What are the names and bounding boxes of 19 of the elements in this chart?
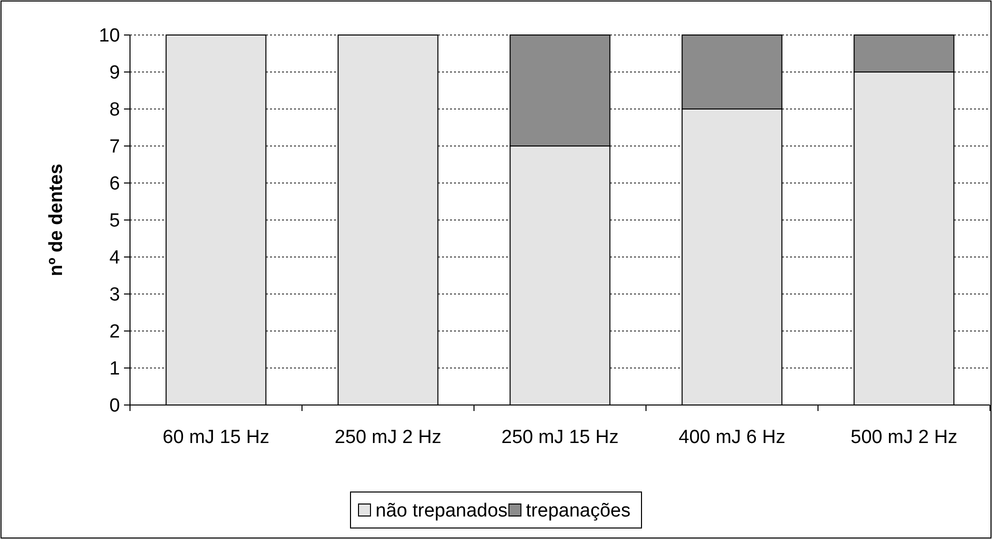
y-tick-label: 0 (109, 396, 120, 417)
x-tick-label: 250 mJ 2 Hz (334, 427, 442, 448)
x-tick-label: 60 mJ 15 Hz (162, 427, 270, 448)
y-tick-label: 7 (109, 136, 120, 158)
x-tick-label: 500 mJ 2 Hz (850, 427, 958, 448)
y-tick-label: 1 (109, 358, 120, 380)
legend-label: trepanações (526, 500, 630, 522)
y-tick-label: 9 (109, 62, 120, 84)
y-tick-label: 6 (109, 174, 120, 195)
y-tick-label: 4 (109, 248, 120, 269)
x-tick-label: 250 mJ 15 Hz (501, 427, 619, 448)
y-axis-title: nº de dentes (46, 164, 67, 276)
y-tick-label: 5 (109, 210, 120, 232)
legend-label: não trepanados (376, 500, 508, 522)
y-tick-label: 2 (109, 322, 120, 343)
y-tick-label: 10 (98, 26, 120, 47)
y-tick-label: 8 (109, 100, 120, 121)
y-tick-label: 3 (109, 284, 120, 306)
x-tick-label: 400 mJ 6 Hz (678, 427, 786, 448)
